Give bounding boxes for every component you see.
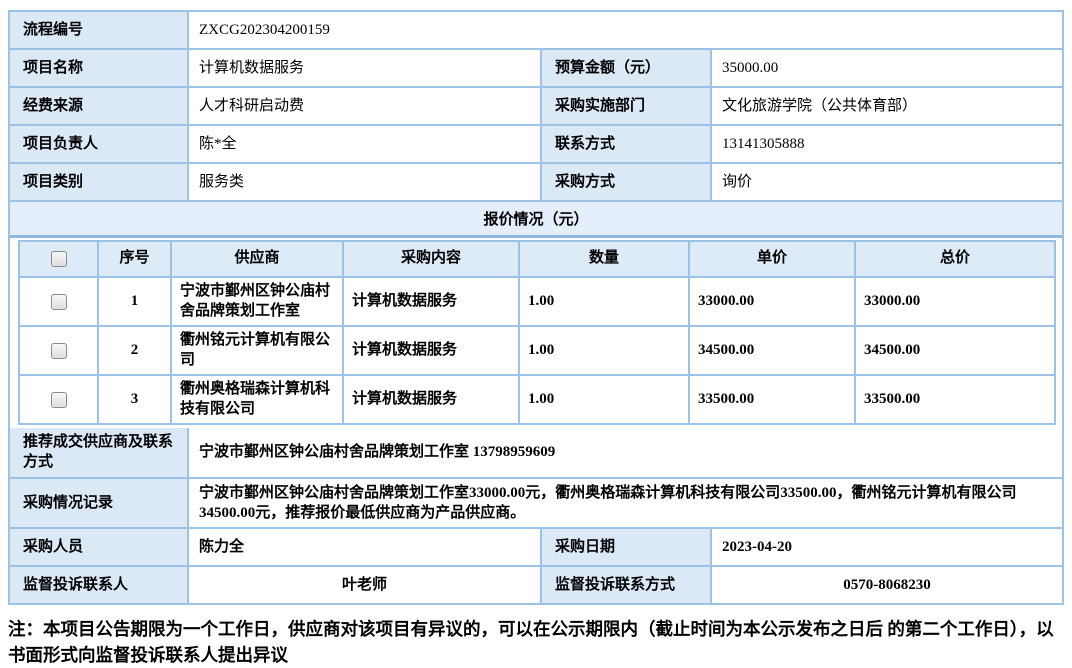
- supervisor-value: 叶老师: [187, 567, 540, 603]
- row1-total: 33000.00: [854, 278, 1054, 325]
- supervisor-row: 监督投诉联系人 叶老师 监督投诉联系方式 0570-8068230: [10, 565, 1062, 603]
- row-checkbox[interactable]: [50, 293, 67, 310]
- row1-checkbox-cell: [20, 278, 97, 325]
- implementing-dept-value: 文化旅游学院（公共体育部）: [710, 88, 1062, 124]
- row-checkbox[interactable]: [50, 391, 67, 408]
- row3-content: 计算机数据服务: [342, 376, 518, 423]
- col-header-total: 总价: [854, 242, 1054, 276]
- row2-unit-price: 34500.00: [688, 327, 854, 374]
- supervisor-phone-value: 0570-8068230: [710, 567, 1062, 603]
- row3-qty: 1.00: [518, 376, 688, 423]
- process-number-value: ZXCG202304200159: [187, 12, 1062, 48]
- row1-unit-price: 33000.00: [688, 278, 854, 325]
- implementing-dept-label: 采购实施部门: [540, 88, 710, 124]
- row2-no: 2: [97, 327, 170, 374]
- buyer-row: 采购人员 陈力全 采购日期 2023-04-20: [10, 527, 1062, 565]
- row1-qty: 1.00: [518, 278, 688, 325]
- project-name-value: 计算机数据服务: [187, 50, 540, 86]
- row2-content: 计算机数据服务: [342, 327, 518, 374]
- process-number-label: 流程编号: [10, 12, 187, 48]
- select-all-checkbox[interactable]: [50, 251, 67, 267]
- row1-content: 计算机数据服务: [342, 278, 518, 325]
- quotation-section-title: 报价情况（元）: [10, 200, 1062, 235]
- quotation-header-row: 序号 供应商 采购内容 数量 单价 总价: [20, 242, 1054, 276]
- buyer-label: 采购人员: [10, 529, 187, 565]
- procurement-record-label: 采购情况记录: [10, 478, 187, 527]
- recommended-supplier-row: 推荐成交供应商及联系方式 宁波市鄞州区钟公庙村舍品牌策划工作室 13798959…: [10, 428, 1062, 477]
- quotation-table-container: 序号 供应商 采购内容 数量 单价 总价 1 宁波市鄞州区钟公庙村舍品牌策划工作…: [10, 235, 1062, 428]
- contact-label: 联系方式: [540, 126, 710, 162]
- procurement-record-row: 采购情况记录 宁波市鄞州区钟公庙村舍品牌策划工作室33000.00元，衢州奥格瑞…: [10, 476, 1062, 527]
- project-name-row: 项目名称 计算机数据服务 预算金额（元） 35000.00: [10, 48, 1062, 86]
- procurement-method-value: 询价: [710, 164, 1062, 200]
- supervisor-phone-label: 监督投诉联系方式: [540, 567, 710, 603]
- quotation-row-1: 1 宁波市鄞州区钟公庙村舍品牌策划工作室 计算机数据服务 1.00 33000.…: [20, 276, 1054, 325]
- announcement-note: 注：本项目公告期限为一个工作日，供应商对该项目有异议的，可以在公示期限内（截止时…: [8, 619, 1054, 665]
- row2-qty: 1.00: [518, 327, 688, 374]
- project-leader-value: 陈*全: [187, 126, 540, 162]
- procurement-record-value: 宁波市鄞州区钟公庙村舍品牌策划工作室33000.00元，衢州奥格瑞森计算机科技有…: [187, 478, 1062, 527]
- project-name-label: 项目名称: [10, 50, 187, 86]
- supervisor-label: 监督投诉联系人: [10, 567, 187, 603]
- project-category-value: 服务类: [187, 164, 540, 200]
- recommended-supplier-label: 推荐成交供应商及联系方式: [10, 428, 187, 477]
- procurement-method-label: 采购方式: [540, 164, 710, 200]
- recommended-supplier-value: 宁波市鄞州区钟公庙村舍品牌策划工作室 13798959609: [187, 428, 1062, 477]
- funding-source-value: 人才科研启动费: [187, 88, 540, 124]
- row2-total: 34500.00: [854, 327, 1054, 374]
- budget-value: 35000.00: [710, 50, 1062, 86]
- buyer-value: 陈力全: [187, 529, 540, 565]
- row3-total: 33500.00: [854, 376, 1054, 423]
- row3-no: 3: [97, 376, 170, 423]
- purchase-date-value: 2023-04-20: [710, 529, 1062, 565]
- quotation-table: 序号 供应商 采购内容 数量 单价 总价 1 宁波市鄞州区钟公庙村舍品牌策划工作…: [18, 240, 1056, 425]
- row2-checkbox-cell: [20, 327, 97, 374]
- col-header-qty: 数量: [518, 242, 688, 276]
- row-checkbox[interactable]: [50, 342, 67, 359]
- row1-no: 1: [97, 278, 170, 325]
- col-header-unit-price: 单价: [688, 242, 854, 276]
- row1-supplier: 宁波市鄞州区钟公庙村舍品牌策划工作室: [170, 278, 342, 325]
- col-header-supplier: 供应商: [170, 242, 342, 276]
- funding-source-label: 经费来源: [10, 88, 187, 124]
- budget-label: 预算金额（元）: [540, 50, 710, 86]
- process-number-row: 流程编号 ZXCG202304200159: [10, 12, 1062, 48]
- funding-source-row: 经费来源 人才科研启动费 采购实施部门 文化旅游学院（公共体育部）: [10, 86, 1062, 124]
- quotation-row-3: 3 衢州奥格瑞森计算机科技有限公司 计算机数据服务 1.00 33500.00 …: [20, 374, 1054, 423]
- project-category-label: 项目类别: [10, 164, 187, 200]
- project-info-table: 流程编号 ZXCG202304200159 项目名称 计算机数据服务 预算金额（…: [8, 10, 1064, 605]
- col-header-no: 序号: [97, 242, 170, 276]
- contact-value: 13141305888: [710, 126, 1062, 162]
- row2-supplier: 衢州铭元计算机有限公司: [170, 327, 342, 374]
- select-all-cell: [20, 242, 97, 276]
- col-header-content: 采购内容: [342, 242, 518, 276]
- project-leader-label: 项目负责人: [10, 126, 187, 162]
- project-category-row: 项目类别 服务类 采购方式 询价: [10, 162, 1062, 200]
- row3-unit-price: 33500.00: [688, 376, 854, 423]
- purchase-date-label: 采购日期: [540, 529, 710, 565]
- row3-supplier: 衢州奥格瑞森计算机科技有限公司: [170, 376, 342, 423]
- project-leader-row: 项目负责人 陈*全 联系方式 13141305888: [10, 124, 1062, 162]
- row3-checkbox-cell: [20, 376, 97, 423]
- quotation-row-2: 2 衢州铭元计算机有限公司 计算机数据服务 1.00 34500.00 3450…: [20, 325, 1054, 374]
